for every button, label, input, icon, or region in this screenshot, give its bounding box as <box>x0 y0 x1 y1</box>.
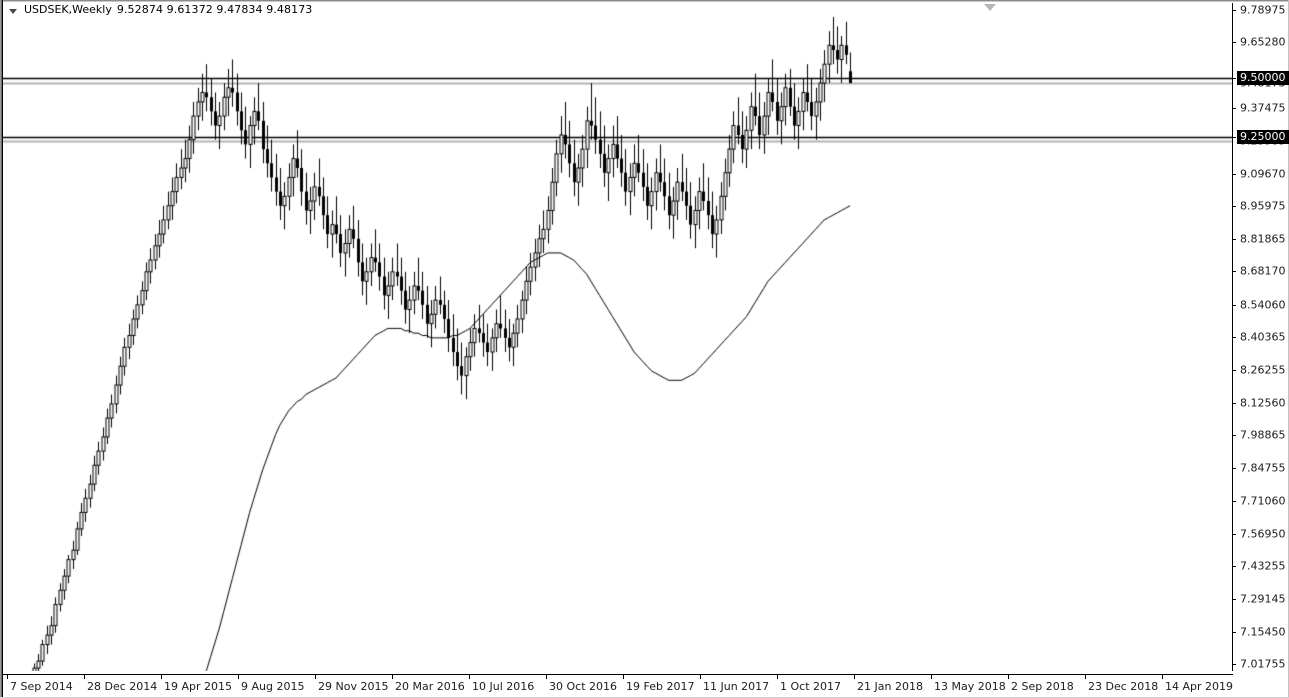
price-tick-mark <box>1232 631 1236 633</box>
date-tick-label: 11 Jun 2017 <box>703 680 770 693</box>
window-border-top-inner <box>0 1 1289 2</box>
date-tick-label: 2 Sep 2018 <box>1011 680 1074 693</box>
date-tick-label: 14 Apr 2019 <box>1165 680 1234 693</box>
price-tick-mark <box>1232 533 1236 535</box>
price-tick-mark <box>1232 468 1236 470</box>
price-tick-label: 8.12560 <box>1240 396 1286 410</box>
price-tick-mark <box>1232 370 1236 372</box>
date-tick-mark <box>392 674 393 679</box>
price-level-tag[interactable]: 9.50000 <box>1237 71 1289 86</box>
date-tick-label: 28 Dec 2014 <box>87 680 158 693</box>
price-tick-label: 7.98865 <box>1240 428 1286 442</box>
caret-down-icon[interactable] <box>9 8 17 14</box>
price-tick-label: 7.84755 <box>1240 461 1286 475</box>
date-tick-mark <box>854 674 855 679</box>
candlestick-chart-canvas[interactable] <box>3 3 1233 671</box>
price-level-tag[interactable]: 9.25000 <box>1237 130 1289 145</box>
date-tick-label: 23 Dec 2018 <box>1088 680 1159 693</box>
price-tick-mark <box>1232 271 1236 273</box>
date-axis-line <box>3 674 1233 675</box>
date-tick-label: 19 Apr 2015 <box>164 680 233 693</box>
price-tick-mark <box>1232 239 1236 241</box>
date-tick-mark <box>777 674 778 679</box>
price-tick-label: 8.81865 <box>1240 232 1286 246</box>
date-tick-label: 1 Oct 2017 <box>780 680 842 693</box>
window-border-left <box>0 0 1 698</box>
price-tick-mark <box>1232 205 1236 207</box>
price-tick-label: 8.68170 <box>1240 264 1286 278</box>
price-tick-mark <box>1232 599 1236 601</box>
date-tick-mark <box>161 674 162 679</box>
date-tick-mark <box>315 674 316 679</box>
price-tick-label: 8.26255 <box>1240 363 1286 377</box>
date-tick-mark <box>469 674 470 679</box>
price-tick-mark <box>1232 137 1236 139</box>
price-tick-mark <box>1232 402 1236 404</box>
symbol-info-bar: USDSEK,Weekly 9.52874 9.61372 9.47834 9.… <box>9 4 312 16</box>
price-tick-mark <box>1232 664 1236 665</box>
price-tick-label: 7.71060 <box>1240 494 1286 507</box>
date-tick-label: 9 Aug 2015 <box>241 680 305 693</box>
price-tick-mark <box>1232 304 1236 306</box>
price-tick-label: 8.54060 <box>1240 298 1286 312</box>
price-tick-mark <box>1232 500 1236 502</box>
window-border-left-inner <box>1 0 2 698</box>
price-tick-mark <box>1232 173 1236 175</box>
price-tick-label: 7.56950 <box>1240 527 1286 541</box>
price-tick-label: 7.29145 <box>1240 592 1286 606</box>
date-tick-mark <box>238 674 239 679</box>
date-tick-mark <box>931 674 932 679</box>
price-tick-label: 8.95975 <box>1240 199 1286 213</box>
date-tick-label: 20 Mar 2016 <box>395 680 465 693</box>
date-tick-mark <box>546 674 547 679</box>
chart-frame-left <box>2 0 3 698</box>
triangle-down-marker-icon <box>984 4 996 11</box>
price-tick-label: 9.37475 <box>1240 101 1286 115</box>
price-tick-mark <box>1232 337 1236 338</box>
date-tick-label: 19 Feb 2017 <box>626 680 695 693</box>
price-tick-mark <box>1232 566 1236 568</box>
date-tick-mark <box>84 674 85 679</box>
date-tick-label: 29 Nov 2015 <box>318 680 389 693</box>
price-tick-label: 7.43255 <box>1240 559 1286 573</box>
date-tick-mark <box>7 674 8 679</box>
price-tick-mark <box>1232 10 1236 11</box>
price-tick-label: 7.15450 <box>1240 625 1286 639</box>
date-scale[interactable]: 7 Sep 2014 28 Dec 2014 19 Apr 2015 9 Aug 20… <box>3 674 1233 696</box>
price-tick-mark <box>1232 107 1236 109</box>
date-tick-mark <box>1162 674 1163 679</box>
price-tick-mark <box>1232 78 1236 80</box>
date-tick-label: 30 Oct 2016 <box>549 680 618 693</box>
price-tick-label: 7.01755 <box>1240 657 1286 671</box>
window-border-top <box>0 0 1289 1</box>
price-tick-mark <box>1232 434 1236 436</box>
date-tick-label: 13 May 2018 <box>934 680 1006 693</box>
price-tick-label: 9.65280 <box>1240 35 1286 49</box>
date-tick-label: 10 Jul 2016 <box>472 680 535 693</box>
date-tick-mark <box>1008 674 1009 679</box>
symbol-label: USDSEK,Weekly <box>24 3 112 16</box>
date-tick-mark <box>623 674 624 679</box>
price-scale[interactable]: 9.78975 9.65280 9.50000 9.37475 9.25000 9.096… <box>1232 3 1289 671</box>
price-tick-label: 9.78975 <box>1240 3 1286 17</box>
ohlc-values: 9.52874 9.61372 9.47834 9.48173 <box>116 3 313 16</box>
price-tick-label: 8.40365 <box>1240 330 1286 344</box>
date-tick-label: 21 Jan 2018 <box>857 680 923 693</box>
date-tick-mark <box>1085 674 1086 679</box>
price-tick-mark <box>1232 42 1236 44</box>
price-tick-label: 9.09670 <box>1240 167 1286 180</box>
date-tick-label: 7 Sep 2014 <box>10 680 73 693</box>
date-tick-mark <box>700 674 701 679</box>
